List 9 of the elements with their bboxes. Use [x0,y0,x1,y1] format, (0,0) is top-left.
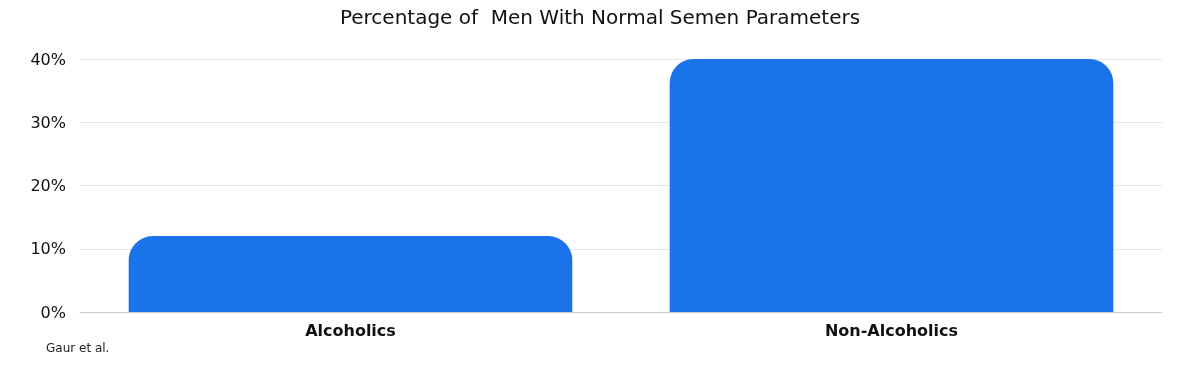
text: Gaur et al. [46,341,110,355]
x-tick-label: Non-Alcoholics [824,320,959,340]
y-tick-label: 10% [30,239,66,259]
chart-title: Percentage of Men With Normal Semen Parameters [339,5,861,29]
y-tick-label: 20% [30,176,66,195]
y-tick-label: 30% [30,112,66,132]
y-tick-label: 40% [30,49,66,69]
x-tick-label: Alcoholics [305,320,396,340]
y-tick-label: 0% [40,302,66,322]
